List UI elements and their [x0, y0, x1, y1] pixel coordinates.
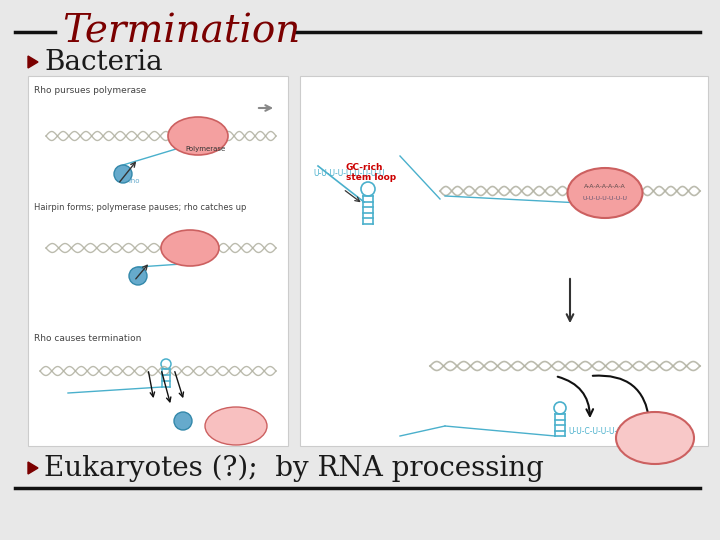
Text: GC-rich
stem loop: GC-rich stem loop — [346, 163, 396, 182]
Ellipse shape — [205, 407, 267, 445]
Text: U-U-C-U-U-U-U-U: U-U-C-U-U-U-U-U — [568, 427, 631, 435]
Text: Hairpin forms; polymerase pauses; rho catches up: Hairpin forms; polymerase pauses; rho ca… — [34, 203, 246, 212]
Circle shape — [129, 267, 147, 285]
Ellipse shape — [168, 117, 228, 155]
Text: Bacteria: Bacteria — [44, 49, 163, 76]
Polygon shape — [28, 462, 38, 474]
Text: Termination: Termination — [62, 14, 300, 51]
Ellipse shape — [616, 412, 694, 464]
Polygon shape — [28, 56, 38, 68]
Circle shape — [174, 412, 192, 430]
Text: U-U-U-U-U-U-U: U-U-U-U-U-U-U — [582, 197, 628, 201]
Text: Polymerase: Polymerase — [186, 146, 226, 152]
Text: U-U-U-U-U-U-U-U-U: U-U-U-U-U-U-U-U-U — [313, 170, 384, 179]
Ellipse shape — [567, 168, 642, 218]
FancyBboxPatch shape — [28, 76, 288, 446]
Text: Eukaryotes (?);  by RNA processing: Eukaryotes (?); by RNA processing — [44, 454, 544, 482]
Text: rho: rho — [128, 178, 140, 184]
Text: A-A-A-A-A-A-A: A-A-A-A-A-A-A — [584, 185, 626, 190]
Ellipse shape — [161, 230, 219, 266]
FancyBboxPatch shape — [300, 76, 708, 446]
Text: Rho pursues polymerase: Rho pursues polymerase — [34, 86, 146, 95]
Circle shape — [114, 165, 132, 183]
Text: Rho causes termination: Rho causes termination — [34, 334, 141, 343]
